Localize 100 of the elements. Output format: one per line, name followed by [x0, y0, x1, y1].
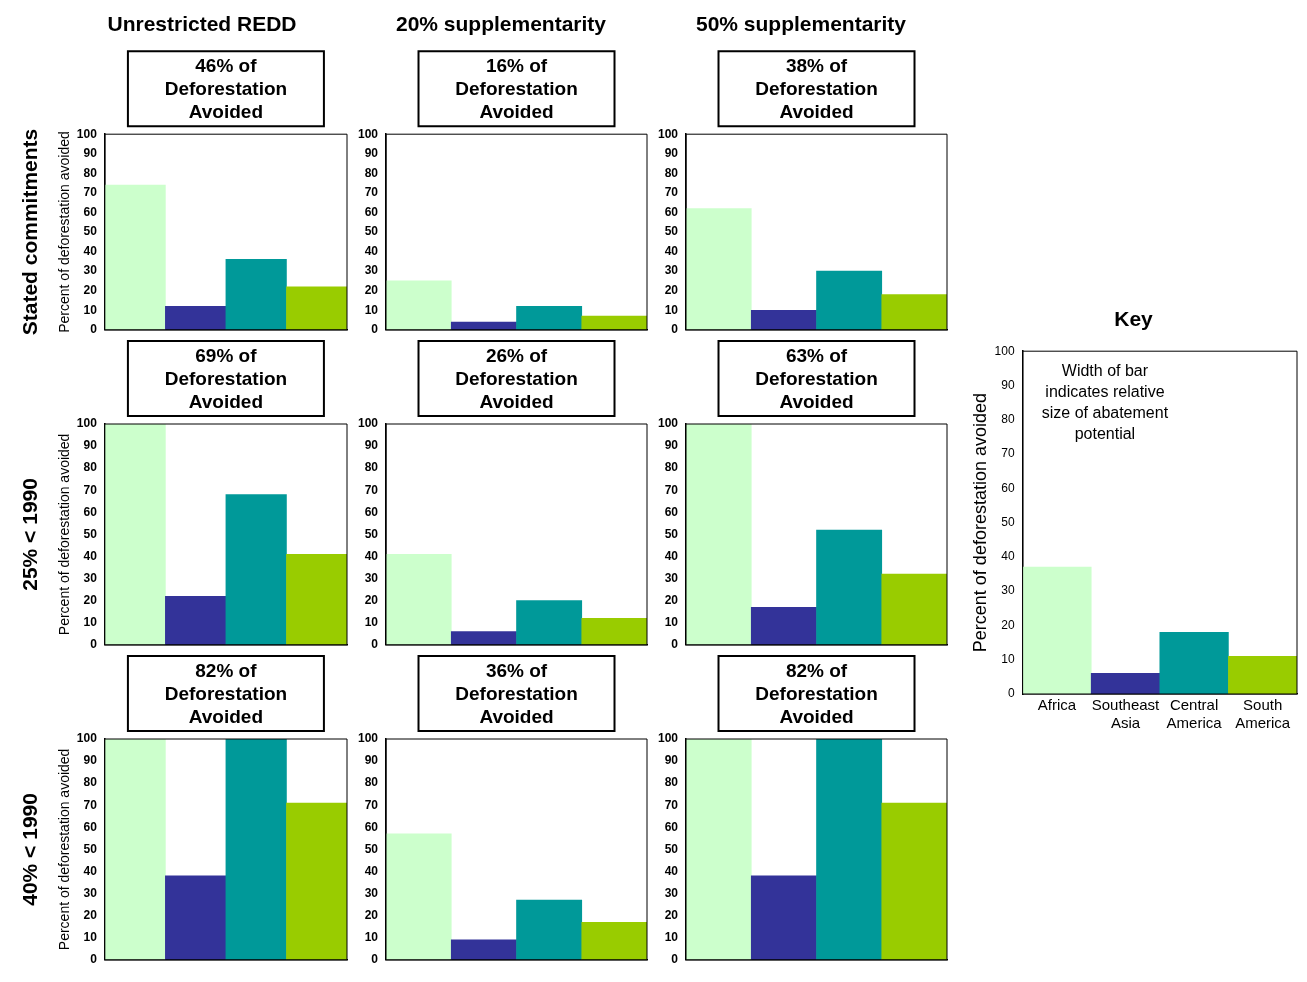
- y-tick-label: 90: [83, 753, 98, 768]
- bar: [104, 184, 166, 330]
- text: 82% of Deforestation Avoided: [755, 659, 878, 727]
- y-tick-label: 90: [364, 438, 379, 453]
- text: 82% of Deforestation Avoided: [164, 659, 288, 727]
- bar: [1090, 673, 1161, 694]
- y-tick-label: 30: [83, 885, 98, 900]
- y-tick-label: 40: [664, 548, 679, 563]
- y-tick-label: 40: [1001, 549, 1015, 564]
- y-tick-label: 30: [664, 263, 679, 278]
- y-tick-label: 10: [664, 302, 679, 317]
- y-tick-label: 70: [364, 185, 379, 200]
- y-tick-label: 100: [76, 126, 98, 141]
- y-tick-label: 10: [1001, 652, 1015, 667]
- x-tick-label: Southeast Asia: [1091, 696, 1161, 732]
- y-tick-label: 40: [83, 243, 98, 258]
- bar: [816, 529, 883, 645]
- y-tick-label: 40: [364, 863, 379, 878]
- y-tick-label: 40: [664, 243, 679, 258]
- y-tick-label: 60: [83, 504, 98, 519]
- bar: [881, 294, 947, 330]
- chart-title: Key: [1114, 307, 1154, 331]
- bar: [165, 595, 227, 645]
- y-tick-label: 90: [364, 753, 379, 768]
- bar: [516, 899, 583, 960]
- y-tick-label: 0: [371, 322, 379, 337]
- y-tick-label: 70: [664, 482, 679, 497]
- bar: [165, 306, 227, 330]
- y-tick-label: 20: [364, 592, 379, 607]
- bar: [750, 875, 817, 960]
- y-tick-label: 80: [664, 165, 679, 180]
- x-tick-label: South America: [1235, 696, 1291, 732]
- y-tick-label: 80: [83, 460, 98, 475]
- y-tick-label: 90: [664, 753, 679, 768]
- y-tick-label: 50: [664, 224, 679, 239]
- bar: [750, 309, 817, 330]
- y-tick-label: 20: [83, 282, 98, 297]
- y-tick-label: 100: [994, 343, 1015, 358]
- bar: [686, 208, 752, 330]
- y-tick-label: 60: [664, 819, 679, 834]
- y-tick-label: 100: [357, 731, 379, 746]
- y-tick-label: 80: [664, 775, 679, 790]
- y-tick-label: 70: [364, 797, 379, 812]
- y-tick-label: 90: [364, 146, 379, 161]
- y-tick-label: 50: [1001, 514, 1015, 529]
- y-tick-label: 70: [83, 797, 98, 812]
- y-tick-label: 20: [664, 907, 679, 922]
- y-tick-label: 60: [1001, 480, 1015, 495]
- y-tick-label: 100: [76, 416, 98, 431]
- y-axis-title: Percent of deforestation avoided: [56, 433, 73, 636]
- bar: [516, 600, 583, 645]
- y-tick-label: 80: [83, 775, 98, 790]
- bar: [581, 921, 647, 960]
- y-tick-label: 60: [364, 204, 379, 219]
- y-tick-label: 90: [1001, 377, 1015, 392]
- bar: [581, 315, 647, 330]
- y-tick-label: 40: [83, 863, 98, 878]
- y-tick-label: 90: [83, 146, 98, 161]
- y-tick-label: 100: [357, 416, 379, 431]
- y-tick-label: 100: [76, 731, 98, 746]
- bar: [286, 802, 347, 960]
- text: 16% of Deforestation Avoided: [455, 54, 578, 122]
- y-tick-label: 80: [1001, 412, 1015, 427]
- y-tick-label: 20: [83, 592, 98, 607]
- y-tick-label: 60: [364, 504, 379, 519]
- text: 63% of Deforestation Avoided: [755, 344, 878, 412]
- y-tick-label: 10: [83, 302, 98, 317]
- bar: [386, 280, 452, 330]
- y-tick-label: 100: [657, 416, 679, 431]
- text: 26% of Deforestation Avoided: [455, 344, 578, 412]
- y-tick-label: 50: [664, 526, 679, 541]
- y-tick-label: 30: [364, 263, 379, 278]
- y-tick-label: 30: [1001, 583, 1015, 598]
- chart-title: Unrestricted REDD: [107, 12, 297, 36]
- y-tick-label: 100: [357, 126, 379, 141]
- text: Stated commitments: [17, 128, 41, 336]
- y-tick-label: 70: [364, 482, 379, 497]
- bar: [581, 617, 647, 645]
- y-tick-label: 40: [664, 863, 679, 878]
- y-tick-label: 40: [83, 548, 98, 563]
- bar: [386, 553, 452, 645]
- y-tick-label: 90: [664, 438, 679, 453]
- x-tick-label: Central America: [1166, 696, 1223, 732]
- y-tick-label: 10: [364, 615, 379, 630]
- chart-title: 50% supplementarity: [695, 12, 907, 36]
- bar: [225, 739, 287, 960]
- y-tick-label: 20: [83, 907, 98, 922]
- bar: [386, 833, 452, 960]
- y-tick-label: 40: [364, 243, 379, 258]
- y-tick-label: 30: [364, 570, 379, 585]
- bar: [816, 739, 883, 960]
- y-tick-label: 80: [364, 165, 379, 180]
- y-tick-label: 50: [664, 841, 679, 856]
- y-tick-label: 20: [1001, 617, 1015, 632]
- y-tick-label: 100: [657, 126, 679, 141]
- y-tick-label: 80: [364, 775, 379, 790]
- y-tick-label: 0: [671, 322, 679, 337]
- y-tick-label: 90: [664, 146, 679, 161]
- y-tick-label: 20: [364, 907, 379, 922]
- text: 36% of Deforestation Avoided: [455, 659, 578, 727]
